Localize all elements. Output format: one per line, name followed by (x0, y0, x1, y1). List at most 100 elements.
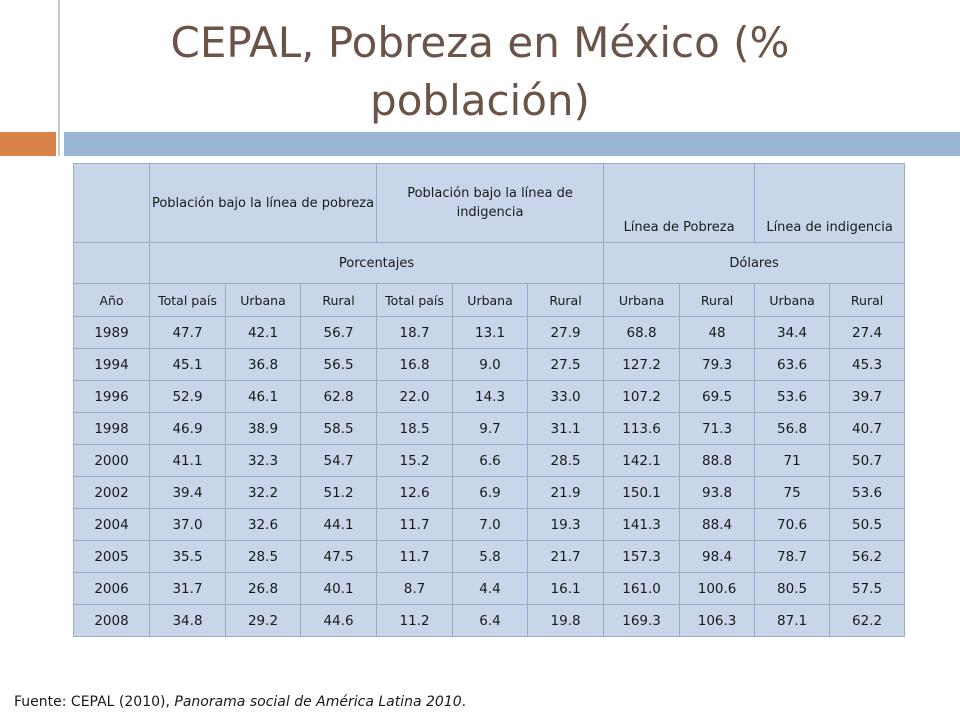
table-cell: 21.9 (527, 476, 605, 509)
column-header: Urbana (225, 283, 301, 317)
column-header: Urbana (754, 283, 831, 317)
table-cell: 29.2 (225, 604, 301, 637)
table-cell: 6.9 (452, 476, 529, 509)
table-cell: 71.3 (679, 412, 756, 445)
table-cell: 113.6 (603, 412, 681, 445)
table-row: 2006 31.7 26.8 40.1 8.7 4.4 16.1 161.0 100.6 80.5… (73, 572, 906, 605)
table-cell: 12.6 (376, 476, 454, 509)
table-cell: 41.1 (149, 444, 226, 477)
table-row: 1998 46.9 38.9 58.5 18.5 9.7 31.1 113.6 71.3 56.8… (73, 412, 906, 445)
column-header: Rural (299, 283, 378, 317)
header-indigence-population: Población bajo la línea de indigencia (376, 163, 605, 243)
table-cell: 32.6 (225, 508, 301, 541)
table-cell: 36.8 (225, 348, 301, 381)
table-cell: 69.5 (679, 380, 756, 413)
table-cell: 5.8 (452, 540, 529, 573)
table-cell: 11.7 (376, 540, 454, 573)
table-cell: 106.3 (679, 604, 756, 637)
year-cell: 2006 (73, 572, 150, 605)
source-prefix: Fuente: CEPAL (2010), (14, 694, 175, 710)
table-cell: 31.7 (149, 572, 226, 605)
year-cell: 2002 (73, 476, 150, 509)
year-cell: 2008 (73, 604, 150, 637)
poverty-table: Población bajo la línea de pobreza Pobla… (73, 163, 906, 637)
table-cell: 63.6 (754, 348, 831, 381)
table-cell: 47.5 (299, 540, 378, 573)
table-cell: 79.3 (679, 348, 756, 381)
table-cell: 51.2 (299, 476, 378, 509)
table-cell: 47.7 (149, 316, 226, 349)
table-cell: 62.2 (829, 604, 906, 637)
table-cell: 56.8 (754, 412, 831, 445)
table-cell: 38.9 (225, 412, 301, 445)
table-cell: 71 (754, 444, 831, 477)
source-title: Panorama social de América Latina 2010 (174, 694, 462, 710)
table-cell: 8.7 (376, 572, 454, 605)
table-cell: 50.5 (829, 508, 906, 541)
table-cell: 4.4 (452, 572, 529, 605)
table-cell: 9.7 (452, 412, 529, 445)
table-cell: 56.5 (299, 348, 378, 381)
accent-bar-blue (64, 132, 960, 156)
source-note: Fuente: CEPAL (2010), Panorama social de… (14, 694, 466, 710)
table-cell: 11.7 (376, 508, 454, 541)
accent-bar-orange (0, 132, 56, 156)
column-header: Rural (527, 283, 605, 317)
column-header-row: Año Total país Urbana Rural Total país Urbana… (73, 283, 906, 317)
table-cell: 42.1 (225, 316, 301, 349)
slide-title: CEPAL, Pobreza en México (% población) (170, 18, 790, 125)
group-header-row: Población bajo la línea de pobreza Pobla… (73, 163, 906, 243)
table-cell: 28.5 (527, 444, 605, 477)
table-cell: 75 (754, 476, 831, 509)
table-cell: 58.5 (299, 412, 378, 445)
table-cell: 40.7 (829, 412, 906, 445)
table-cell: 50.7 (829, 444, 906, 477)
table-cell: 68.8 (603, 316, 681, 349)
year-cell: 2005 (73, 540, 150, 573)
table-cell: 7.0 (452, 508, 529, 541)
table-cell: 32.2 (225, 476, 301, 509)
year-cell: 1996 (73, 380, 150, 413)
table-cell: 35.5 (149, 540, 226, 573)
table-cell: 53.6 (754, 380, 831, 413)
year-cell: 1998 (73, 412, 150, 445)
source-suffix: . (461, 694, 467, 710)
table-cell: 100.6 (679, 572, 756, 605)
table-cell: 26.8 (225, 572, 301, 605)
table-cell: 56.7 (299, 316, 378, 349)
unit-blank-cell (73, 242, 150, 284)
table-cell: 56.2 (829, 540, 906, 573)
column-header: Total país (376, 283, 454, 317)
table-cell: 87.1 (754, 604, 831, 637)
year-cell: 1989 (73, 316, 150, 349)
table-cell: 45.3 (829, 348, 906, 381)
table-cell: 16.8 (376, 348, 454, 381)
table-cell: 46.9 (149, 412, 226, 445)
table-cell: 54.7 (299, 444, 378, 477)
table-cell: 107.2 (603, 380, 681, 413)
table-row: 1996 52.9 46.1 62.8 22.0 14.3 33.0 107.2 69.5 53.… (73, 380, 906, 413)
table-row: 1994 45.1 36.8 56.5 16.8 9.0 27.5 127.2 79.3 63.6… (73, 348, 906, 381)
title-divider-line (58, 0, 60, 156)
column-header: Urbana (603, 283, 681, 317)
unit-header-row: Porcentajes Dólares (73, 242, 906, 284)
unit-percent: Porcentajes (148, 242, 605, 284)
table-cell: 19.3 (527, 508, 605, 541)
table-cell: 45.1 (149, 348, 226, 381)
table-cell: 52.9 (149, 380, 226, 413)
table-cell: 88.8 (679, 444, 756, 477)
table-cell: 150.1 (603, 476, 681, 509)
year-cell: 2004 (73, 508, 150, 541)
table-cell: 98.4 (679, 540, 756, 573)
table-cell: 27.9 (527, 316, 605, 349)
header-poverty-line: Línea de Pobreza (603, 163, 756, 243)
table-cell: 21.7 (527, 540, 605, 573)
table-cell: 34.8 (149, 604, 226, 637)
table-cell: 40.1 (299, 572, 378, 605)
table-cell: 28.5 (225, 540, 301, 573)
table-cell: 19.8 (527, 604, 605, 637)
column-header: Rural (829, 283, 906, 317)
table-cell: 39.7 (829, 380, 906, 413)
table-cell: 53.6 (829, 476, 906, 509)
table-cell: 169.3 (603, 604, 681, 637)
